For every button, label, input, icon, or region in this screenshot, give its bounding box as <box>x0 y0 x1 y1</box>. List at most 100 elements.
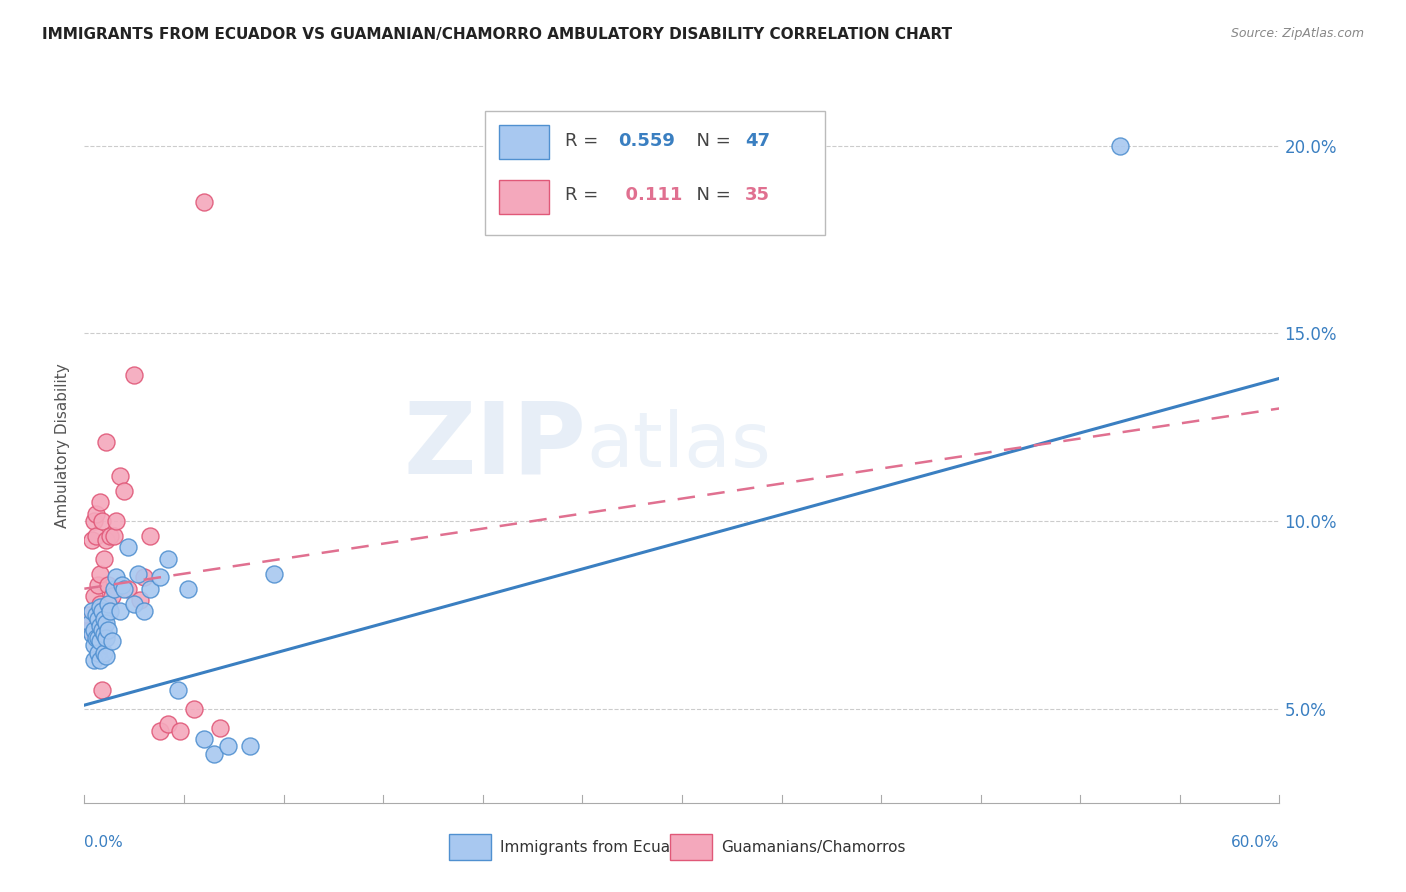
Point <box>86 507 108 521</box>
Point <box>89 566 111 581</box>
Point <box>129 593 152 607</box>
Point <box>193 731 215 746</box>
Point <box>110 469 132 483</box>
Point <box>79 623 101 637</box>
Point <box>89 634 111 648</box>
Text: atlas: atlas <box>586 409 770 483</box>
Point <box>83 589 105 603</box>
Point <box>103 582 125 596</box>
Text: 0.111: 0.111 <box>613 186 682 203</box>
Point <box>139 582 162 596</box>
FancyBboxPatch shape <box>671 834 711 860</box>
Text: 0.0%: 0.0% <box>84 835 124 850</box>
Point <box>217 739 239 754</box>
Point <box>149 570 172 584</box>
Point <box>91 604 114 618</box>
Point <box>105 570 128 584</box>
Point <box>93 627 115 641</box>
Point <box>117 541 139 555</box>
Point <box>112 582 135 596</box>
Point <box>132 570 156 584</box>
FancyBboxPatch shape <box>499 125 550 159</box>
Point <box>167 683 190 698</box>
Point <box>86 529 108 543</box>
FancyBboxPatch shape <box>449 834 491 860</box>
Point <box>105 514 128 528</box>
Point <box>149 724 172 739</box>
Text: Guamanians/Chamorros: Guamanians/Chamorros <box>721 839 905 855</box>
Point <box>111 578 134 592</box>
Point <box>97 597 120 611</box>
Point <box>122 368 145 382</box>
Text: Immigrants from Ecuador: Immigrants from Ecuador <box>501 839 696 855</box>
Point <box>117 582 139 596</box>
Point <box>83 653 105 667</box>
Point <box>82 627 104 641</box>
Point <box>89 600 111 615</box>
Point <box>93 612 115 626</box>
Point <box>101 634 124 648</box>
Text: N =: N = <box>686 132 737 150</box>
Text: 60.0%: 60.0% <box>1232 835 1279 850</box>
Text: R =: R = <box>565 186 603 203</box>
Point <box>202 747 225 761</box>
Point <box>263 566 285 581</box>
Point <box>239 739 262 754</box>
Point <box>87 615 110 630</box>
Point <box>89 495 111 509</box>
Point <box>96 615 118 630</box>
Point <box>91 623 114 637</box>
Point <box>96 649 118 664</box>
FancyBboxPatch shape <box>485 111 825 235</box>
Point <box>157 717 180 731</box>
Point <box>86 631 108 645</box>
Point <box>79 615 101 630</box>
Point <box>110 604 132 618</box>
Point <box>87 612 110 626</box>
Point <box>96 533 118 547</box>
Point <box>83 623 105 637</box>
Text: IMMIGRANTS FROM ECUADOR VS GUAMANIAN/CHAMORRO AMBULATORY DISABILITY CORRELATION : IMMIGRANTS FROM ECUADOR VS GUAMANIAN/CHA… <box>42 27 952 42</box>
Text: ZIP: ZIP <box>404 398 586 494</box>
Text: 0.559: 0.559 <box>619 132 675 150</box>
Point <box>183 702 205 716</box>
Point <box>87 631 110 645</box>
Y-axis label: Ambulatory Disability: Ambulatory Disability <box>55 364 70 528</box>
Point <box>1109 138 1132 153</box>
Text: N =: N = <box>686 186 737 203</box>
Point <box>77 607 100 622</box>
Point <box>87 646 110 660</box>
Point <box>193 194 215 209</box>
Point <box>82 533 104 547</box>
Point <box>91 514 114 528</box>
Point <box>91 683 114 698</box>
Point <box>83 638 105 652</box>
Point <box>101 589 124 603</box>
FancyBboxPatch shape <box>499 180 550 214</box>
Text: Source: ZipAtlas.com: Source: ZipAtlas.com <box>1230 27 1364 40</box>
Point <box>208 721 231 735</box>
Point <box>132 604 156 618</box>
Point <box>127 566 149 581</box>
Point <box>97 578 120 592</box>
Point <box>139 529 162 543</box>
Point <box>82 604 104 618</box>
Point <box>112 484 135 499</box>
Point <box>97 623 120 637</box>
Point <box>122 597 145 611</box>
Point <box>93 646 115 660</box>
Point <box>89 653 111 667</box>
Point <box>157 551 180 566</box>
Point <box>86 607 108 622</box>
Point <box>89 597 111 611</box>
Point <box>98 529 121 543</box>
Point <box>177 582 200 596</box>
Point <box>87 578 110 592</box>
Point <box>89 619 111 633</box>
Point <box>93 551 115 566</box>
Text: 47: 47 <box>745 132 770 150</box>
Point <box>96 631 118 645</box>
Point <box>83 514 105 528</box>
Text: 35: 35 <box>745 186 770 203</box>
Point <box>169 724 191 739</box>
